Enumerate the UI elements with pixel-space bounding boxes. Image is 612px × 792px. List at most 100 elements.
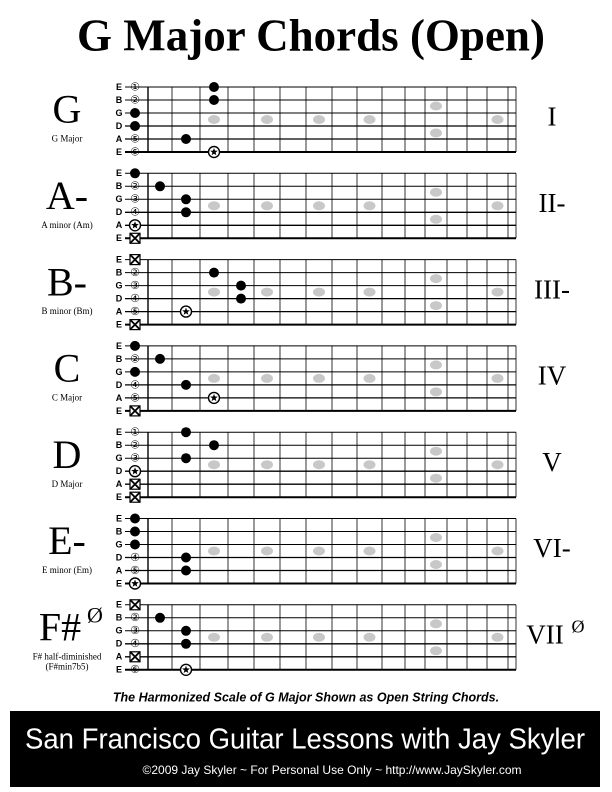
fret-marker	[261, 546, 273, 556]
finger-dot	[181, 379, 191, 390]
finger-dot	[130, 513, 140, 524]
fret-marker	[313, 546, 325, 556]
finger-dot	[155, 353, 165, 364]
mute-x	[129, 599, 141, 611]
chord-subtitle: D Major	[52, 479, 83, 489]
mute-x	[129, 405, 141, 417]
root-star	[182, 307, 190, 315]
fret-marker	[363, 201, 376, 211]
fret-marker	[313, 460, 325, 470]
fret-marker	[208, 115, 220, 124]
fret-marker	[261, 115, 273, 124]
string-number: ④	[130, 638, 140, 650]
root-star	[131, 221, 139, 229]
string-number: ⑤	[130, 565, 140, 577]
finger-dot	[181, 565, 191, 576]
string-name: E	[116, 578, 122, 588]
string-number: ③	[130, 194, 140, 206]
fret-marker	[430, 128, 442, 138]
chord-name: F#	[39, 604, 81, 649]
string-name: E	[116, 168, 122, 178]
fret-marker	[313, 632, 325, 642]
string-number: ①	[130, 427, 140, 439]
fret-marker	[430, 360, 442, 370]
finger-dot	[130, 340, 140, 351]
string-name: E	[116, 406, 122, 416]
footer-title: San Francisco Guitar Lessons with Jay Sk…	[25, 724, 585, 756]
mute-x	[129, 253, 141, 266]
fret-marker	[430, 446, 442, 456]
fret-marker	[313, 115, 325, 124]
string-name: E	[116, 665, 122, 675]
roman-numeral: VI-	[533, 533, 570, 563]
fret-marker	[491, 287, 504, 297]
fret-marker	[208, 373, 220, 383]
finger-dot	[130, 168, 140, 179]
fret-marker	[208, 632, 220, 642]
string-name: B	[116, 613, 123, 623]
fret-marker	[363, 546, 376, 556]
footer-bar	[10, 711, 600, 787]
root-star	[182, 665, 190, 674]
string-number: ②	[130, 612, 140, 624]
mute-x	[129, 651, 141, 663]
string-name: B	[116, 526, 123, 536]
mute-x	[129, 478, 141, 490]
string-name: A	[116, 134, 123, 144]
finger-dot	[130, 121, 140, 131]
string-number: ④	[130, 552, 140, 564]
finger-dot	[181, 207, 191, 218]
string-name: D	[116, 380, 123, 390]
finger-dot	[181, 194, 191, 205]
string-number: ②	[130, 353, 140, 365]
string-name: G	[115, 626, 122, 636]
mute-x	[129, 232, 141, 244]
finger-dot	[155, 612, 165, 623]
fret-marker	[261, 201, 273, 211]
chord-subtitle: G Major	[52, 134, 83, 144]
fret-marker	[363, 460, 376, 470]
fret-marker	[261, 632, 273, 642]
fret-marker	[430, 560, 442, 569]
string-name: E	[116, 341, 122, 351]
string-number: ⑤	[130, 306, 140, 318]
fret-marker	[363, 373, 376, 383]
string-number: ③	[130, 280, 140, 292]
chord-subtitle: F# half-diminished	[33, 651, 102, 661]
string-name: B	[116, 354, 123, 364]
string-name: G	[115, 108, 122, 118]
string-name: A	[116, 479, 123, 489]
finger-dot	[181, 453, 191, 464]
string-name: G	[115, 280, 122, 290]
string-name: D	[116, 639, 123, 649]
string-number: ⑤	[130, 392, 140, 404]
roman-numeral-sup: Ø	[572, 616, 585, 636]
finger-dot	[130, 526, 140, 537]
finger-dot	[181, 552, 191, 563]
string-number: ⑤	[130, 133, 140, 145]
caption: The Harmonized Scale of G Major Shown as…	[113, 690, 499, 704]
string-name: E	[116, 600, 122, 610]
fret-marker	[491, 373, 504, 383]
finger-dot	[236, 293, 246, 304]
root-star	[131, 579, 139, 587]
chord-name: E-	[48, 518, 86, 563]
chord-row: B-B minor (Bm)III-EB ②G ③D ④A ⑤E	[42, 253, 570, 331]
string-name: A	[116, 652, 123, 662]
string-number: ⑥	[130, 664, 140, 676]
roman-numeral: III-	[534, 274, 570, 304]
string-name: B	[116, 181, 123, 191]
string-name: E	[116, 513, 122, 523]
fret-marker	[430, 214, 442, 224]
string-name: G	[115, 453, 122, 463]
chord-subtitle: C Major	[52, 392, 82, 402]
fret-marker	[491, 632, 504, 642]
finger-dot	[209, 82, 219, 92]
finger-dot	[209, 95, 219, 105]
fret-marker	[363, 115, 376, 124]
finger-dot	[209, 267, 219, 278]
string-name: A	[116, 393, 123, 403]
